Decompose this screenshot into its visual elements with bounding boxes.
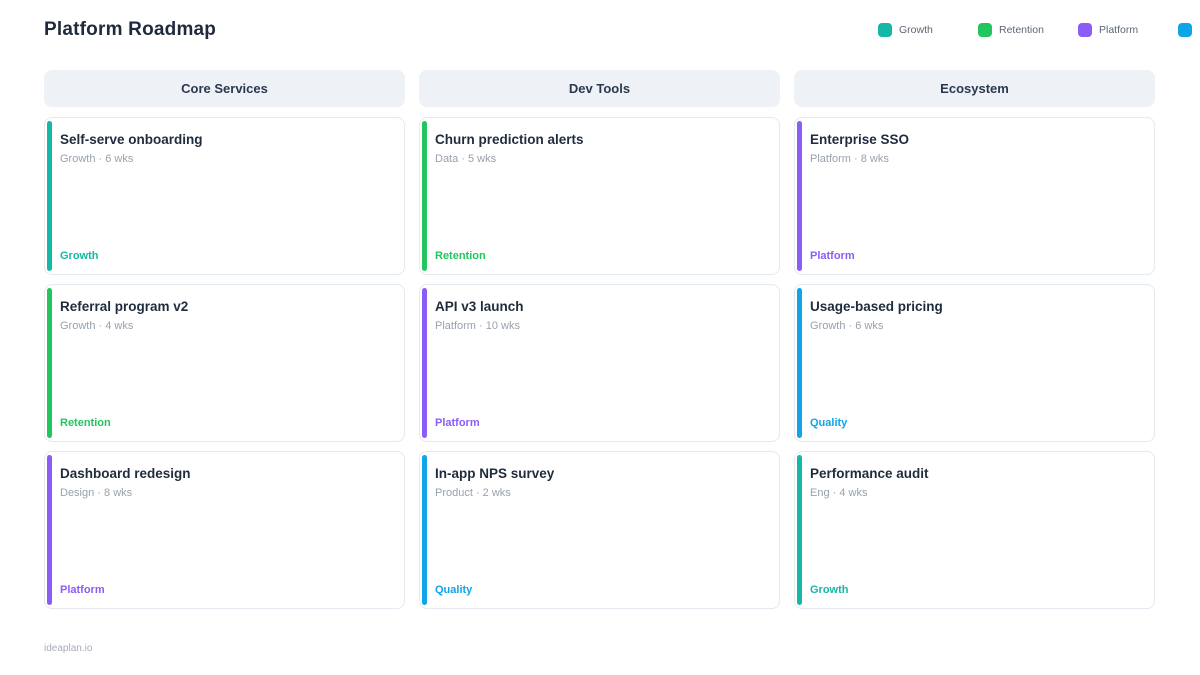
card-title: Referral program v2 [60,299,189,314]
roadmap-board: Core Services Self-serve onboarding Grow… [44,70,1155,609]
column-cards: Churn prediction alerts Data · 5 wks Ret… [419,117,780,609]
legend-swatch-quality-icon [1178,23,1192,37]
column-header: Ecosystem [794,70,1155,107]
card-title: Performance audit [810,466,929,481]
card-meta: Eng · 4 wks [810,487,868,499]
column-cards: Enterprise SSO Platform · 8 wks Platform… [794,117,1155,609]
card-meta: Data · 5 wks [435,153,497,165]
card-accent-bar [796,288,802,438]
card-accent-bar [46,455,52,605]
legend-item-platform[interactable]: Platform [1078,23,1178,37]
card-title: Dashboard redesign [60,466,191,481]
legend-label: Retention [999,24,1044,36]
card-accent-bar [421,121,427,271]
card-dashboard-redesign[interactable]: Dashboard redesign Design · 8 wks Platfo… [44,451,405,609]
column-header: Dev Tools [419,70,780,107]
card-meta: Product · 2 wks [435,487,511,499]
watermark-text: ideaplan.io [44,643,93,654]
page-header: Platform Roadmap Growth Retention Platfo… [0,0,1200,70]
legend-label: Platform [1099,24,1139,36]
card-meta: Platform · 8 wks [810,153,889,165]
card-title: Self-serve onboarding [60,132,203,147]
card-api-v3-launch[interactable]: API v3 launch Platform · 10 wks Platform [419,284,780,442]
column-dev-tools: Dev Tools Churn prediction alerts Data ·… [419,70,780,609]
card-accent-bar [796,455,802,605]
card-meta: Growth · 4 wks [60,320,134,332]
card-tag: Quality [810,417,848,429]
card-accent-bar [421,288,427,438]
card-accent-bar [46,121,52,271]
legend-item-retention[interactable]: Retention [978,23,1078,37]
legend: Growth Retention Platform [878,23,1200,37]
card-title: API v3 launch [435,299,524,314]
column-ecosystem: Ecosystem Enterprise SSO Platform · 8 wk… [794,70,1155,609]
card-tag: Growth [60,250,99,262]
card-tag: Platform [60,584,105,596]
card-meta: Design · 8 wks [60,487,133,499]
card-in-app-nps-survey[interactable]: In-app NPS survey Product · 2 wks Qualit… [419,451,780,609]
column-header: Core Services [44,70,405,107]
card-tag: Retention [60,417,111,429]
card-tag: Retention [435,250,486,262]
card-meta: Growth · 6 wks [60,153,134,165]
legend-item-growth[interactable]: Growth [878,23,978,37]
legend-swatch-retention-icon [978,23,992,37]
legend-label: Growth [899,24,933,36]
card-accent-bar [796,121,802,271]
card-title: Usage-based pricing [810,299,943,314]
page-title: Platform Roadmap [44,19,217,40]
card-accent-bar [421,455,427,605]
card-title: In-app NPS survey [435,466,555,481]
card-tag: Quality [435,584,473,596]
card-usage-based-pricing[interactable]: Usage-based pricing Growth · 6 wks Quali… [794,284,1155,442]
card-title: Enterprise SSO [810,132,910,147]
column-cards: Self-serve onboarding Growth · 6 wks Gro… [44,117,405,609]
card-tag: Platform [435,417,480,429]
legend-item-quality[interactable] [1178,23,1200,37]
legend-swatch-platform-icon [1078,23,1092,37]
card-tag: Platform [810,250,855,262]
column-core-services: Core Services Self-serve onboarding Grow… [44,70,405,609]
card-referral-program-v2[interactable]: Referral program v2 Growth · 4 wks Reten… [44,284,405,442]
card-tag: Growth [810,584,849,596]
legend-swatch-growth-icon [878,23,892,37]
card-enterprise-sso[interactable]: Enterprise SSO Platform · 8 wks Platform [794,117,1155,275]
card-meta: Platform · 10 wks [435,320,520,332]
card-performance-audit[interactable]: Performance audit Eng · 4 wks Growth [794,451,1155,609]
card-churn-prediction-alerts[interactable]: Churn prediction alerts Data · 5 wks Ret… [419,117,780,275]
card-accent-bar [46,288,52,438]
card-title: Churn prediction alerts [435,132,584,147]
card-self-serve-onboarding[interactable]: Self-serve onboarding Growth · 6 wks Gro… [44,117,405,275]
card-meta: Growth · 6 wks [810,320,884,332]
